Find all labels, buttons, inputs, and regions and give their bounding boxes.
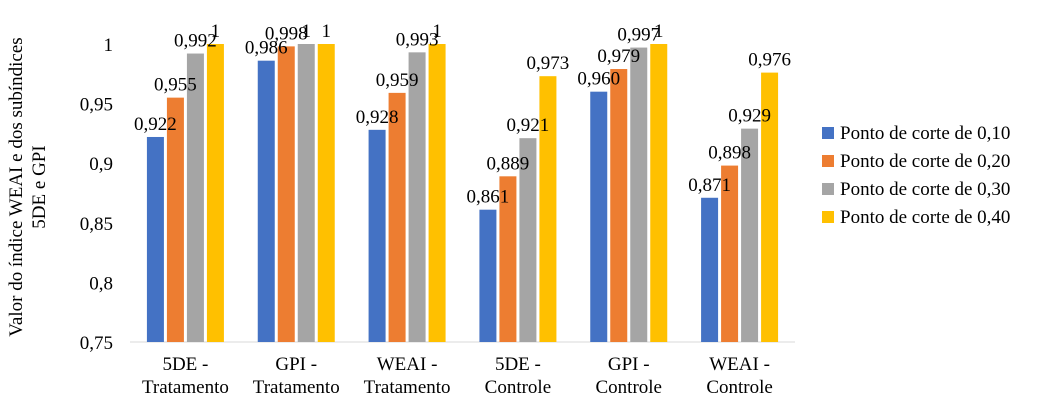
data-label: 1 <box>654 21 664 42</box>
x-category-label: Controle <box>596 377 663 398</box>
x-category-label: Tratamento <box>364 377 451 398</box>
bar <box>701 197 719 342</box>
x-category-label: WEAI - <box>709 354 770 375</box>
data-label: 0,928 <box>356 107 399 128</box>
y-tick-label: 1 <box>104 35 114 56</box>
bars <box>146 44 779 343</box>
legend-label: Ponto de corte de 0,10 <box>840 123 1010 144</box>
data-label: 0,871 <box>688 175 731 196</box>
bar <box>297 44 315 342</box>
bar <box>761 72 779 342</box>
data-label: 0,979 <box>597 46 640 67</box>
legend-label: Ponto de corte de 0,20 <box>840 151 1010 172</box>
y-axis-ticks: 0,75 0,8 0,85 0,9 0,95 1 <box>80 35 113 354</box>
y-tick-label: 0,85 <box>80 214 113 235</box>
bar <box>186 53 204 342</box>
bar <box>650 44 668 342</box>
bar <box>428 44 446 342</box>
legend-swatch <box>822 127 834 139</box>
bar <box>499 176 517 342</box>
x-category-label: GPI - <box>608 354 650 375</box>
data-label: 0,861 <box>467 187 510 208</box>
bar <box>206 44 224 342</box>
bar <box>479 209 497 342</box>
y-tick-label: 0,8 <box>89 273 113 294</box>
x-category-label: WEAI - <box>377 354 438 375</box>
data-label: 1 <box>322 21 332 42</box>
legend: Ponto de corte de 0,10 Ponto de corte de … <box>822 123 1010 228</box>
data-label: 1 <box>211 21 221 42</box>
data-label: 0,929 <box>728 106 771 127</box>
data-label: 0,959 <box>376 70 419 91</box>
bar <box>610 69 628 343</box>
bar <box>721 165 739 342</box>
y-tick-label: 0,75 <box>80 333 113 354</box>
data-label: 0,993 <box>396 29 439 50</box>
x-category-label: Tratamento <box>142 377 229 398</box>
legend-label: Ponto de corte de 0,30 <box>840 179 1010 200</box>
data-label: 0,986 <box>245 38 288 59</box>
x-category-label: Controle <box>706 377 773 398</box>
data-label: 0,992 <box>174 31 217 52</box>
y-tick-label: 0,95 <box>80 95 113 116</box>
y-axis-title-line: Valor do índice WEAI e dos subíndices <box>6 37 27 336</box>
data-label: 0,960 <box>577 69 620 90</box>
bar <box>277 46 295 342</box>
x-category-label: GPI - <box>275 354 317 375</box>
bar <box>388 92 406 342</box>
y-tick-label: 0,9 <box>89 154 113 175</box>
x-category-label: 5DE - <box>162 354 208 375</box>
data-label: 0,889 <box>487 153 530 174</box>
bar <box>539 76 557 343</box>
data-label: 0,955 <box>154 75 197 96</box>
data-label: 0,973 <box>527 53 570 74</box>
bar <box>630 47 648 343</box>
bar <box>146 136 164 342</box>
y-axis-title-line: 5DE e GPI <box>29 145 50 228</box>
bar <box>368 129 386 342</box>
data-label: 0,976 <box>748 50 791 71</box>
legend-swatch <box>822 155 834 167</box>
bar <box>408 52 426 343</box>
bar <box>741 128 759 342</box>
legend-swatch <box>822 211 834 223</box>
x-category-label: 5DE - <box>495 354 541 375</box>
bar <box>166 97 184 342</box>
y-axis-title: Valor do índice WEAI e dos subíndices 5DE… <box>6 37 50 336</box>
data-label: 0,921 <box>507 115 550 136</box>
bar <box>590 91 608 343</box>
data-label: 0,922 <box>134 114 177 135</box>
data-label: 1 <box>432 21 442 42</box>
x-category-label: Tratamento <box>253 377 340 398</box>
legend-swatch <box>822 183 834 195</box>
data-label: 0,997 <box>617 25 660 46</box>
x-category-label: Controle <box>485 377 552 398</box>
data-label: 0,998 <box>265 23 308 44</box>
data-label: 0,898 <box>708 143 751 164</box>
data-label: 1 <box>302 21 312 42</box>
bar <box>317 44 335 342</box>
bar <box>257 60 275 343</box>
bar <box>519 138 537 342</box>
legend-label: Ponto de corte de 0,40 <box>840 207 1010 228</box>
